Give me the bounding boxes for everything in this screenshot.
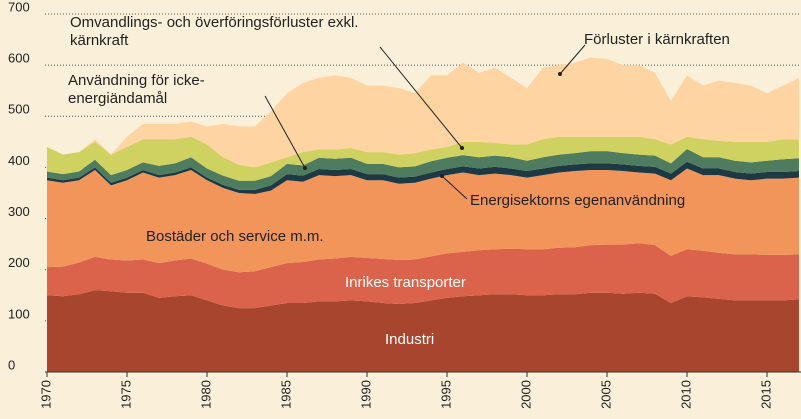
x-tick-label: 1970 (38, 380, 53, 409)
area (47, 57, 799, 168)
area-label: Industri (385, 331, 435, 348)
area (47, 149, 799, 190)
leader-dot (303, 166, 307, 170)
leader-dot (460, 146, 464, 150)
area-label: Bostäder och service m.m. (146, 228, 324, 245)
x-tick-label: 1990 (358, 380, 373, 409)
leader-dot (558, 72, 562, 76)
y-tick-label: 700 (8, 0, 30, 14)
x-tick-label: 2010 (678, 380, 693, 409)
y-tick-label: 400 (8, 153, 30, 168)
y-tick-label: 200 (8, 255, 30, 270)
area (47, 136, 799, 181)
x-tick-label: 2005 (598, 380, 613, 409)
y-tick-label: 300 (8, 204, 30, 219)
leader-line (441, 175, 468, 200)
annotation: Användning för icke-energiändamål (68, 72, 205, 107)
area-label: Inrikes transporter (345, 274, 466, 291)
area (47, 168, 799, 273)
x-tick-label: 1975 (118, 380, 133, 409)
leader-line (264, 95, 306, 169)
leader-line (379, 46, 463, 149)
y-tick-label: 500 (8, 102, 30, 117)
annotation: Energisektorns egenanvändning (470, 192, 686, 209)
y-tick-label: 100 (8, 306, 30, 321)
y-tick-label: 0 (8, 357, 15, 372)
annotation: Omvandlings- och överföringsförluster ex… (70, 14, 359, 49)
area (47, 161, 799, 195)
x-tick-label: 1995 (438, 380, 453, 409)
y-tick-label: 600 (8, 51, 30, 66)
x-tick-label: 2015 (758, 380, 773, 409)
annotation: Förluster i kärnkraften (584, 31, 730, 48)
leader-line (559, 44, 586, 75)
leader-dot (440, 174, 444, 178)
area (47, 290, 799, 372)
x-tick-label: 1980 (198, 380, 213, 409)
x-tick-label: 2000 (518, 380, 533, 409)
x-tick-label: 1985 (278, 380, 293, 409)
area (47, 243, 799, 309)
